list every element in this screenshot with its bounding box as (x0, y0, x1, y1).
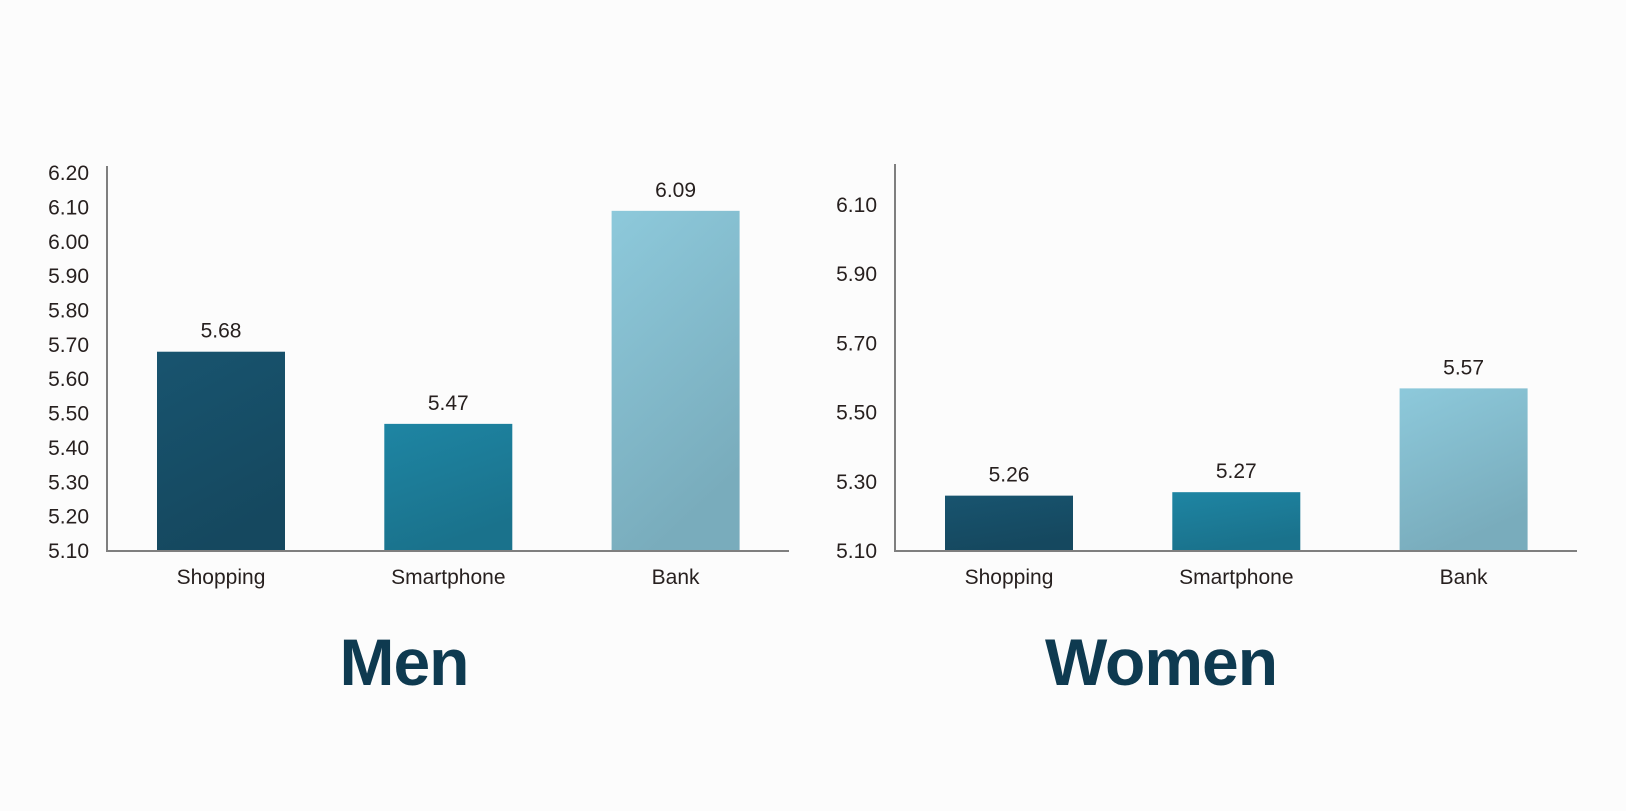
bar-value-label: 6.09 (655, 179, 696, 202)
category-label-smartphone: Smartphone (391, 566, 505, 589)
y-tick-label: 6.10 (836, 194, 877, 217)
y-tick-label: 5.20 (48, 506, 89, 529)
bar-value-label: 5.68 (201, 320, 242, 343)
y-tick-label: 5.30 (836, 471, 877, 494)
bar-bank (611, 210, 740, 550)
women-chart: 6.10 5.90 5.70 5.50 5.30 5.10 5.26 Shopping 5.27… (836, 164, 1577, 589)
y-tick-label: 6.10 (48, 196, 89, 219)
bar-shopping (157, 351, 285, 550)
y-tick-label: 5.10 (48, 540, 89, 563)
category-label-shopping: Shopping (965, 566, 1054, 589)
y-tick-label: 5.80 (48, 299, 89, 322)
y-tick-label: 5.90 (48, 265, 89, 288)
y-tick-label: 5.70 (836, 332, 877, 355)
y-tick-label: 5.10 (836, 540, 877, 563)
category-label-bank: Bank (652, 566, 700, 589)
category-label-smartphone: Smartphone (1179, 566, 1293, 589)
y-tick-label: 6.20 (48, 162, 89, 185)
y-tick-label: 6.00 (48, 231, 89, 254)
bar-value-label: 5.26 (989, 464, 1030, 487)
bar-bank (1399, 388, 1528, 550)
y-tick-label: 5.50 (836, 402, 877, 425)
bar-value-label: 5.27 (1216, 460, 1257, 483)
y-tick-label: 5.90 (836, 263, 877, 286)
women-chart-title: Women (1044, 625, 1278, 699)
y-tick-label: 5.50 (48, 403, 89, 426)
bar-shopping (945, 495, 1073, 550)
bar-value-label: 5.57 (1443, 356, 1484, 379)
bar-value-label: 5.47 (428, 392, 469, 415)
y-tick-label: 5.70 (48, 334, 89, 357)
y-tick-label: 5.30 (48, 471, 89, 494)
bar-smartphone (384, 423, 513, 550)
y-tick-label: 5.60 (48, 368, 89, 391)
men-chart-title: Men (339, 625, 470, 699)
category-label-bank: Bank (1440, 566, 1488, 589)
men-chart: 6.20 6.10 6.00 5.90 5.80 5.70 5.60 5.50 5.40 5.30… (48, 162, 789, 589)
bar-smartphone (1172, 492, 1301, 550)
category-label-shopping: Shopping (177, 566, 266, 589)
y-tick-label: 5.40 (48, 437, 89, 460)
